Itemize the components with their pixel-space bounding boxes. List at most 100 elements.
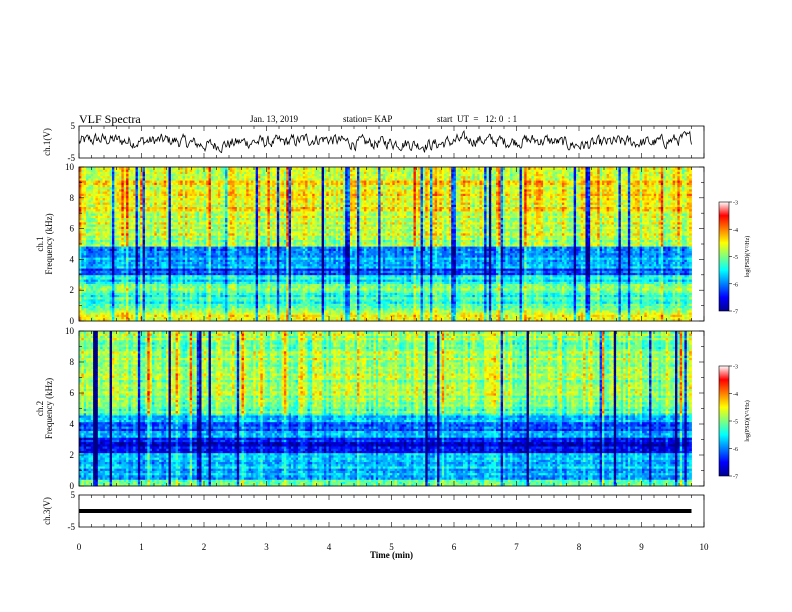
spectrogram-cell — [116, 215, 120, 218]
spectrogram-cell — [154, 270, 158, 273]
spectrogram-cell — [121, 244, 125, 247]
spectrogram-cell — [81, 277, 85, 280]
spectrogram-cell — [114, 310, 118, 313]
spectrogram-cell — [111, 303, 115, 306]
spectrogram-cell — [83, 279, 87, 282]
spectrogram-cell — [137, 244, 141, 247]
spectrogram-cell — [137, 182, 141, 185]
spectrogram-cell — [137, 213, 141, 216]
spectrogram-cell — [123, 241, 127, 245]
spectrogram-cell — [152, 215, 155, 218]
spectrogram-cell — [114, 237, 118, 240]
spectrogram-cell — [86, 230, 89, 234]
spectrogram-cell — [109, 277, 113, 280]
spectrogram-cell — [123, 173, 127, 177]
spectrogram-cell — [109, 200, 113, 203]
spectrogram-cell — [114, 294, 118, 298]
spectrogram-cell — [142, 195, 146, 199]
spectrogram-cell — [159, 318, 162, 322]
spectrogram-cell — [154, 195, 158, 199]
spectrogram-cell — [156, 246, 160, 249]
spectrogram-cell — [152, 186, 155, 190]
spectrogram-cell — [79, 228, 82, 232]
spectrogram-cell — [81, 248, 85, 251]
spectrogram-cell — [119, 200, 122, 203]
spectrogram-cell — [119, 301, 122, 304]
spectrogram-cell — [133, 191, 136, 194]
spectrogram-cell — [109, 239, 113, 243]
spectrogram-cell — [144, 230, 148, 234]
spectrogram-cell — [156, 233, 160, 236]
spectrogram-cell — [128, 305, 132, 309]
spectrogram-cell — [93, 250, 96, 254]
spectrogram-cell — [123, 261, 127, 265]
spectrogram-cell — [142, 204, 146, 207]
spectrogram-cell — [121, 279, 125, 282]
spectrogram-cell — [152, 189, 155, 192]
spectrogram-cell — [95, 173, 99, 177]
spectrogram-cell — [123, 175, 127, 179]
spectrogram-cell — [152, 294, 155, 298]
spectrogram-cell — [133, 316, 136, 320]
spectrogram-cell — [83, 290, 87, 293]
spectrogram-cell — [128, 206, 132, 210]
spectrogram-cell — [86, 290, 89, 293]
spectrogram-cell — [121, 197, 125, 201]
spectrogram-cell — [130, 173, 134, 177]
spectrogram-cell — [137, 235, 141, 238]
spectrogram-cell — [97, 184, 101, 188]
spectrogram-cell — [161, 184, 165, 188]
spectrogram-cell — [116, 268, 120, 271]
spectrogram-cell — [93, 314, 96, 317]
spectrogram-cell — [142, 241, 146, 245]
spectrogram-cell — [102, 283, 106, 287]
spectrogram-cell — [142, 219, 146, 223]
spectrogram-cell — [152, 285, 155, 289]
spectrogram-cell — [116, 272, 120, 276]
spectrogram-cell — [133, 226, 136, 229]
spectrogram-cell — [121, 248, 125, 251]
spectrogram-cell — [161, 219, 165, 223]
spectrogram-cell — [152, 283, 155, 287]
spectrogram-cell — [130, 290, 134, 293]
spectrogram-cell — [147, 270, 151, 273]
spectrogram-cell — [109, 193, 113, 196]
spectrogram-cell — [133, 270, 136, 273]
spectrogram-cell — [79, 303, 82, 306]
spectrogram-cell — [79, 266, 82, 269]
spectrogram-cell — [135, 277, 139, 280]
spectrogram-cell — [100, 274, 103, 278]
spectrogram-cell — [140, 296, 144, 300]
spectrogram-cell — [111, 279, 115, 282]
spectrogram-cell — [88, 257, 92, 260]
spectrogram-cell — [152, 246, 155, 249]
spectrogram-cell — [161, 178, 165, 181]
spectrogram-cell — [126, 288, 129, 291]
spectrogram-cell — [152, 195, 155, 199]
spectrogram-cell — [123, 285, 127, 289]
spectrogram-cell — [147, 167, 151, 170]
spectrogram-cell — [97, 314, 101, 317]
spectrogram-cell — [119, 268, 122, 271]
spectrogram-cell — [130, 248, 134, 251]
spectrogram-cell — [119, 182, 122, 185]
spectrogram-cell — [147, 296, 151, 300]
spectrogram-cell — [135, 186, 139, 190]
spectrogram-cell — [119, 263, 122, 267]
spectrogram-cell — [100, 169, 103, 172]
spectrogram-cell — [100, 175, 103, 179]
spectrogram-cell — [135, 224, 139, 227]
spectrogram-cell — [116, 303, 120, 306]
spectrogram-cell — [102, 312, 106, 315]
spectrogram-cell — [121, 270, 125, 273]
spectrogram-cell — [135, 299, 139, 302]
spectrogram-cell — [140, 173, 144, 177]
spectrogram-cell — [79, 169, 82, 172]
spectrogram-cell — [79, 178, 82, 181]
spectrogram-cell — [90, 290, 94, 293]
spectrogram-cell — [149, 246, 153, 249]
spectrogram-cell — [114, 292, 118, 295]
spectrogram-cell — [137, 211, 141, 214]
spectrogram-cell — [109, 202, 113, 205]
spectrogram-cell — [140, 281, 144, 284]
